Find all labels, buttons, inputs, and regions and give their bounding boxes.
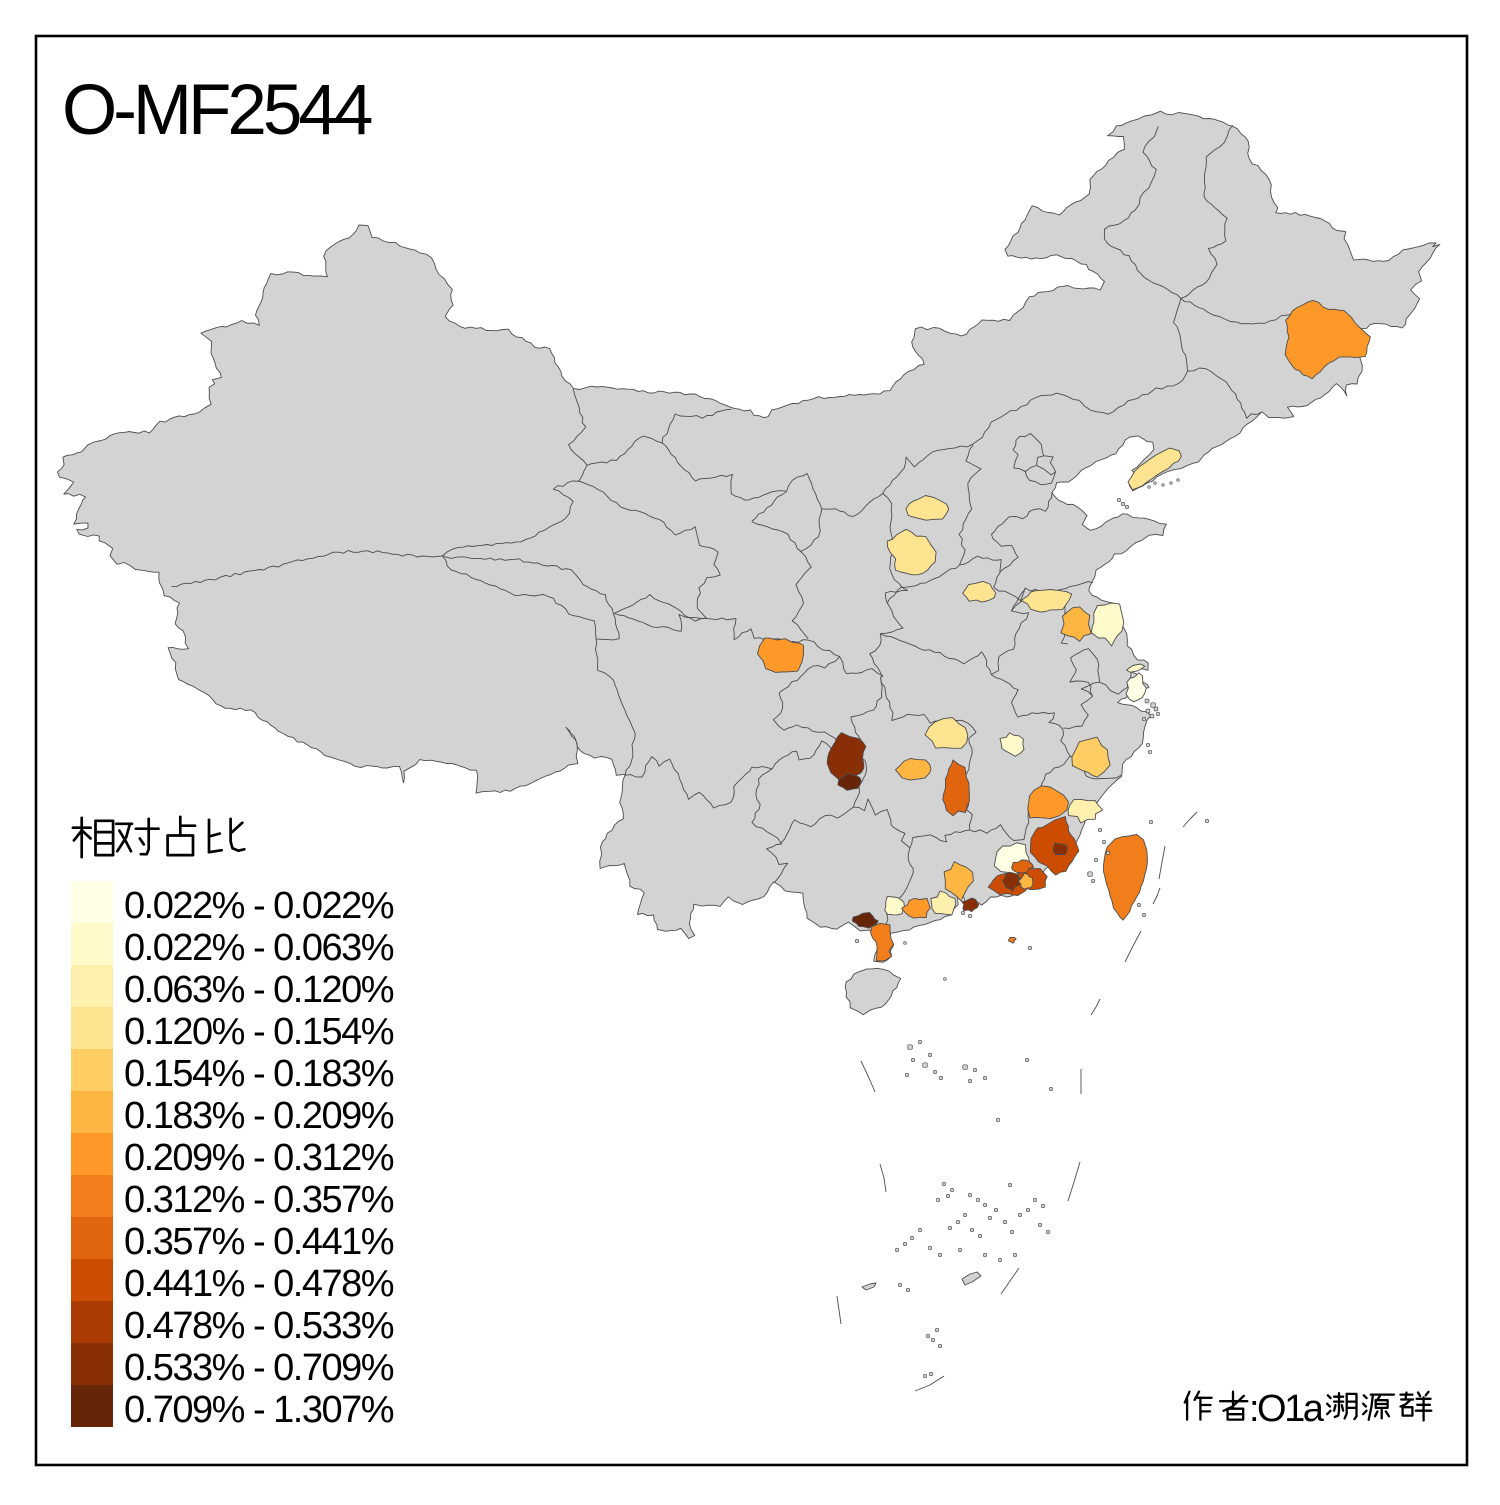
svg-text:0.022% - 0.022%: 0.022% - 0.022% — [124, 885, 394, 927]
svg-text::O1a: :O1a — [1249, 1388, 1325, 1430]
svg-text:0.533% - 0.709%: 0.533% - 0.709% — [124, 1347, 394, 1389]
svg-text:0.209% - 0.312%: 0.209% - 0.312% — [124, 1137, 394, 1179]
svg-text:0.154% - 0.183%: 0.154% - 0.183% — [124, 1053, 394, 1095]
svg-text:0.709% - 1.307%: 0.709% - 1.307% — [124, 1389, 394, 1431]
svg-text:0.063% - 0.120%: 0.063% - 0.120% — [124, 969, 394, 1011]
svg-text:0.478% - 0.533%: 0.478% - 0.533% — [124, 1305, 394, 1347]
svg-text:O-MF2544: O-MF2544 — [62, 71, 372, 150]
svg-text:0.120% - 0.154%: 0.120% - 0.154% — [124, 1011, 394, 1053]
svg-text:0.312% - 0.357%: 0.312% - 0.357% — [124, 1179, 394, 1221]
svg-text:0.022% - 0.063%: 0.022% - 0.063% — [124, 927, 394, 969]
svg-text:0.183% - 0.209%: 0.183% - 0.209% — [124, 1095, 394, 1137]
svg-text:0.357% - 0.441%: 0.357% - 0.441% — [124, 1221, 394, 1263]
svg-text:0.441% - 0.478%: 0.441% - 0.478% — [124, 1263, 394, 1305]
